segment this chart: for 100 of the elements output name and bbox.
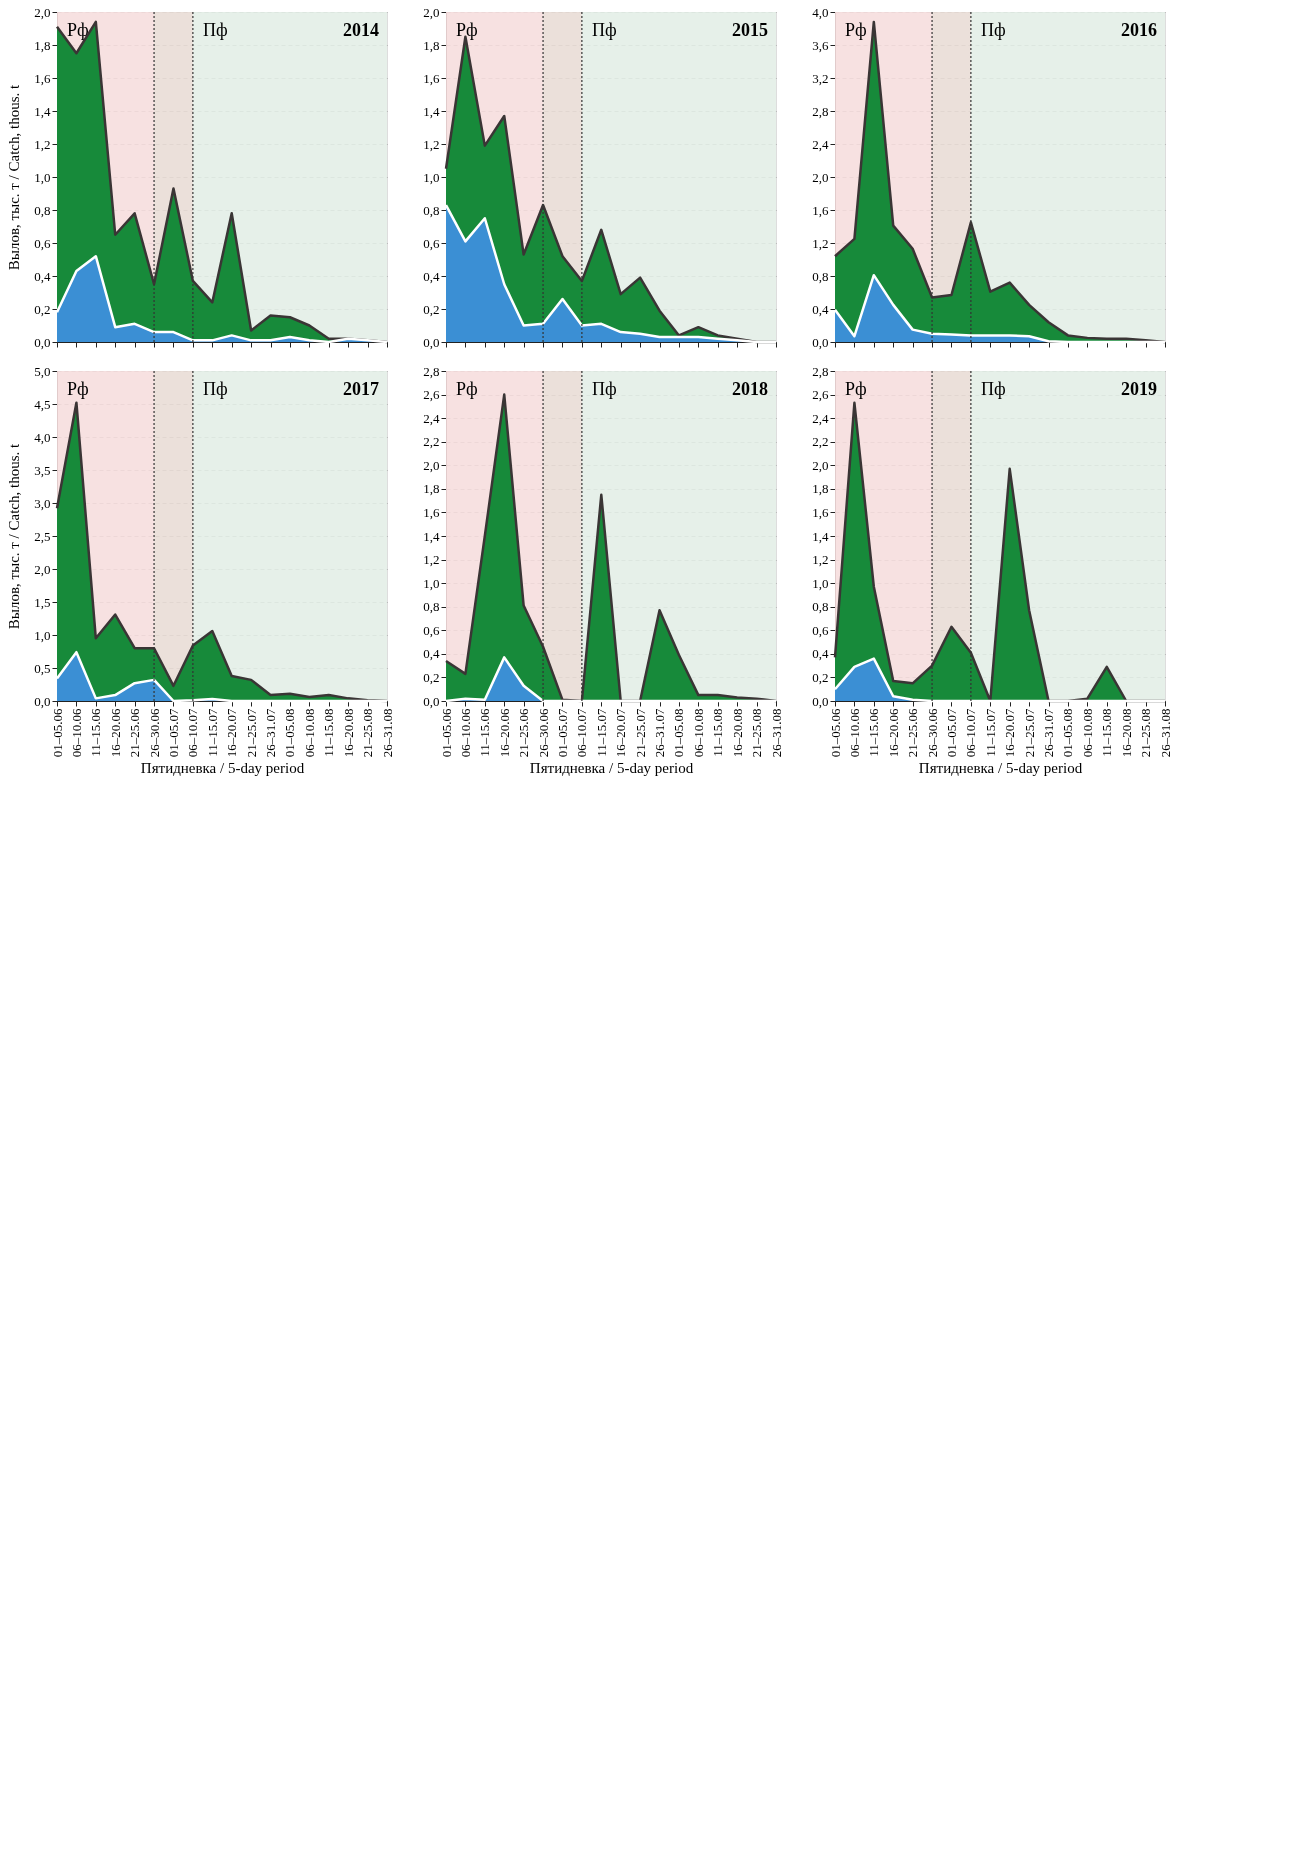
y-tick-label: 2,0	[812, 457, 829, 473]
y-tick-label: 0,4	[812, 646, 829, 662]
y-tick-label: 0,5	[34, 660, 51, 676]
band-label: Пф	[591, 20, 617, 40]
x-tick-label: 16–20.08	[729, 708, 745, 758]
band-label: Пф	[202, 20, 228, 40]
y-tick-label: 1,8	[423, 37, 440, 53]
x-tick-label: 21–25.06	[516, 708, 532, 758]
y-tick-label: 0,8	[423, 599, 440, 615]
band-label: Рф	[67, 379, 89, 399]
band-label: Пф	[591, 379, 617, 399]
x-tick-label: 01–05.08	[282, 708, 298, 758]
y-tick-label: 0,2	[812, 669, 829, 685]
y-tick-label: 0,4	[423, 268, 440, 284]
x-tick-label: 21–25.08	[749, 708, 765, 758]
y-tick-label: 2,4	[812, 136, 829, 152]
y-tick-label: 2,6	[423, 387, 440, 403]
x-tick-label: 16–20.07	[613, 708, 629, 758]
x-tick-label: 16–20.07	[1002, 708, 1018, 758]
x-tick-label: 11–15.07	[204, 708, 220, 757]
x-tick-label: 01–05.07	[554, 708, 570, 758]
x-tick-label: 26–31.08	[1157, 708, 1173, 758]
band-label: Рф	[456, 379, 478, 399]
x-tick-label: 16–20.08	[1118, 708, 1134, 758]
x-tick-label: 06–10.06	[68, 708, 84, 758]
y-tick-label: 2,2	[812, 434, 829, 450]
y-tick-label: 5,0	[34, 363, 51, 379]
y-tick-label: 0,6	[812, 622, 829, 638]
x-tick-label: 26–30.06	[146, 708, 162, 758]
x-tick-label: 16–20.06	[885, 708, 901, 758]
x-axis-title: Пятидневка / 5-day period	[140, 760, 305, 777]
y-tick-label: 0,2	[423, 669, 440, 685]
y-tick-label: 0,4	[812, 301, 829, 317]
y-tick-label: 1,2	[34, 136, 51, 152]
x-tick-label: 16–20.07	[224, 708, 240, 758]
band-label: Рф	[845, 379, 867, 399]
chart-title: 2016	[1121, 20, 1157, 40]
x-tick-label: 06–10.06	[457, 708, 473, 758]
y-tick-label: 3,0	[34, 495, 51, 511]
y-tick-label: 1,6	[34, 70, 51, 86]
x-tick-label: 21–25.06	[905, 708, 921, 758]
x-tick-label: 11–15.08	[1099, 708, 1115, 757]
x-tick-label: 06–10.08	[690, 708, 706, 758]
y-tick-label: 2,0	[34, 561, 51, 577]
y-tick-label: 0,6	[34, 235, 51, 251]
y-tick-label: 0,4	[34, 268, 51, 284]
x-tick-label: 26–31.07	[652, 708, 668, 758]
band-label: Рф	[845, 20, 867, 40]
y-tick-label: 3,2	[812, 70, 829, 86]
y-tick-label: 1,2	[812, 235, 829, 251]
y-tick-label: 1,8	[812, 481, 829, 497]
y-tick-label: 1,5	[34, 594, 51, 610]
x-tick-label: 26–31.08	[768, 708, 784, 758]
y-tick-label: 2,4	[812, 410, 829, 426]
x-tick-label: 26–31.07	[263, 708, 279, 758]
y-tick-label: 0,8	[812, 599, 829, 615]
y-tick-label: 1,6	[423, 504, 440, 520]
x-tick-label: 21–25.08	[360, 708, 376, 758]
chart-title: 2015	[732, 20, 768, 40]
x-tick-label: 26–31.08	[379, 708, 395, 758]
chart-title: 2014	[343, 20, 379, 40]
chart-title: 2017	[343, 379, 379, 399]
y-tick-label: 1,6	[423, 70, 440, 86]
y-tick-label: 2,8	[423, 363, 440, 379]
band-label: Рф	[456, 20, 478, 40]
x-tick-label: 01–05.07	[943, 708, 959, 758]
chart-title: 2018	[732, 379, 768, 399]
x-tick-label: 21–25.07	[243, 708, 259, 758]
x-tick-label: 26–30.06	[535, 708, 551, 758]
x-tick-label: 01–05.07	[165, 708, 181, 758]
x-axis-title: Пятидневка / 5-day period	[529, 760, 694, 777]
band-label: Пф	[980, 379, 1006, 399]
y-tick-label: 2,4	[423, 410, 440, 426]
y-tick-label: 1,4	[812, 528, 829, 544]
x-tick-label: 21–25.07	[1021, 708, 1037, 758]
band-label: Рф	[67, 20, 89, 40]
band-label: Пф	[980, 20, 1006, 40]
x-tick-label: 01–05.06	[438, 708, 454, 758]
x-tick-label: 06–10.07	[185, 708, 201, 758]
y-tick-label: 4,5	[34, 396, 51, 412]
y-tick-label: 1,4	[34, 103, 51, 119]
x-tick-label: 01–05.06	[827, 708, 843, 758]
y-tick-label: 2,8	[812, 103, 829, 119]
x-tick-label: 16–20.08	[340, 708, 356, 758]
y-tick-label: 2,2	[423, 434, 440, 450]
y-tick-label: 3,6	[812, 37, 829, 53]
x-tick-label: 11–15.06	[88, 708, 104, 757]
y-tick-label: 1,0	[423, 169, 440, 185]
x-tick-label: 06–10.07	[963, 708, 979, 758]
y-tick-label: 0,6	[423, 622, 440, 638]
y-tick-label: 1,2	[423, 552, 440, 568]
y-tick-label: 2,0	[34, 4, 51, 20]
x-tick-label: 11–15.07	[982, 708, 998, 757]
x-tick-label: 11–15.06	[866, 708, 882, 757]
y-tick-label: 0,0	[812, 334, 829, 350]
y-tick-label: 2,0	[812, 169, 829, 185]
y-tick-label: 0,4	[423, 646, 440, 662]
y-axis-title: Вылов, тыс. т / Catch, thous. t	[5, 84, 22, 271]
y-tick-label: 2,0	[423, 457, 440, 473]
x-tick-label: 06–10.08	[301, 708, 317, 758]
